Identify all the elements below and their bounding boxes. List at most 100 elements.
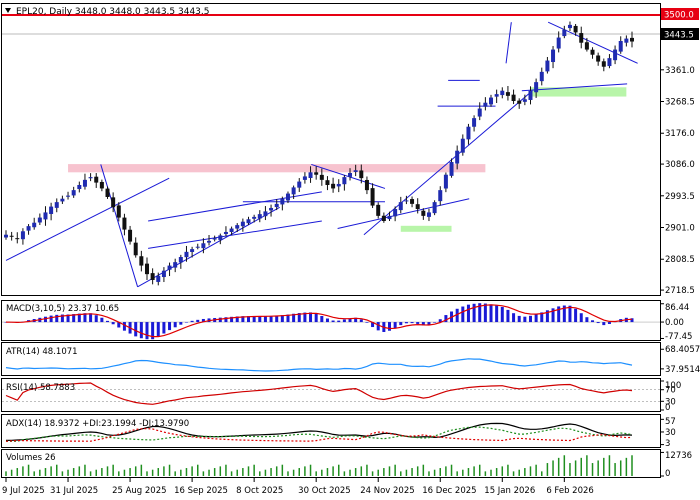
candle — [348, 168, 353, 181]
candle — [596, 52, 601, 66]
macd-bar — [168, 322, 172, 331]
candle — [455, 145, 460, 170]
macd-bar — [286, 314, 290, 323]
macd-bar — [489, 304, 493, 323]
candle — [201, 238, 206, 254]
candles-layer — [4, 21, 634, 286]
macd-bar — [591, 320, 595, 323]
time-tick-label: 24 Nov 2025 — [360, 486, 414, 496]
candle — [584, 37, 589, 52]
candle — [178, 254, 183, 269]
zone-supply-0 — [68, 164, 486, 173]
candle-body — [128, 229, 133, 242]
candle-body — [545, 60, 550, 72]
candle — [252, 214, 257, 223]
macd-signal-line — [5, 304, 633, 338]
candle-body — [331, 183, 336, 189]
plus-di-line — [6, 426, 633, 442]
candle-body — [426, 212, 431, 217]
time-tick-label: 31 Jul 2025 — [50, 486, 98, 496]
macd-bar — [55, 314, 59, 323]
candle — [184, 245, 189, 262]
price-tick-label: 2808.5 — [665, 255, 695, 265]
candle — [161, 267, 166, 283]
atr-plot — [5, 358, 633, 372]
macd-bar — [574, 308, 578, 323]
candle — [359, 164, 364, 184]
candle-body — [195, 246, 200, 248]
candle — [144, 257, 149, 280]
candle-body — [133, 242, 138, 256]
macd-bar — [393, 322, 397, 329]
candle-body — [522, 99, 527, 102]
candle-body — [376, 204, 381, 216]
candle-body — [562, 29, 567, 37]
macd-bar — [269, 316, 273, 323]
macd-bar — [292, 313, 296, 323]
macd-bar — [602, 322, 606, 326]
macd-bar — [66, 314, 70, 323]
indicator-tick-label: -77.45 — [665, 332, 692, 342]
candle-body — [235, 225, 240, 229]
candle — [607, 54, 612, 69]
macd-bar — [196, 319, 200, 323]
macd-bar — [359, 319, 363, 323]
indicator-tick-label: 3 — [665, 439, 670, 449]
zones-layer — [68, 87, 627, 232]
candle-body — [630, 37, 634, 42]
candle-body — [308, 172, 313, 178]
candle-body — [173, 262, 178, 268]
atr-pane-frame — [1, 342, 661, 376]
candle-body — [269, 207, 274, 211]
candle — [477, 102, 482, 121]
candle — [235, 223, 240, 233]
candle — [579, 26, 584, 49]
candle — [240, 218, 245, 232]
macd-bar — [179, 322, 183, 325]
candle-body — [359, 170, 364, 179]
macd-bar — [607, 322, 611, 324]
macd-bar — [258, 316, 262, 323]
time-tick-label: 8 Oct 2025 — [236, 486, 283, 496]
candle-body — [314, 172, 319, 175]
candle-body — [489, 97, 494, 105]
candle — [218, 233, 223, 245]
candle-body — [342, 177, 347, 185]
candle — [173, 258, 178, 273]
candle-body — [404, 200, 409, 202]
candle — [511, 89, 516, 105]
macd-bar — [134, 322, 138, 337]
candle-body — [291, 187, 296, 195]
macd-label: MACD(3,10,5) 23.37 10.65 — [6, 304, 119, 314]
candle — [630, 31, 634, 48]
candle-body — [348, 173, 353, 177]
price-tick-label: 3176.0 — [665, 129, 695, 139]
candle-body — [229, 228, 234, 232]
candle — [116, 202, 121, 222]
candle — [274, 199, 279, 211]
resistance-label-text: 3500.0 — [664, 11, 694, 21]
candle — [528, 86, 533, 105]
indicator-tick-label: 100 — [665, 381, 681, 391]
macd-bar — [156, 322, 160, 337]
macd-bar — [49, 315, 53, 323]
macd-bar — [60, 314, 64, 323]
indicator-tick-label: 12736 — [665, 451, 692, 461]
macd-bar — [472, 303, 476, 323]
candle — [269, 204, 274, 217]
candle — [404, 195, 409, 205]
candle — [415, 198, 420, 214]
candle-body — [280, 198, 285, 205]
candle-body — [207, 240, 212, 243]
candle — [122, 213, 127, 236]
candle — [133, 237, 138, 258]
collapse-triangle-icon[interactable] — [5, 8, 11, 13]
candle-body — [500, 90, 505, 96]
trendline-3 — [148, 220, 322, 249]
candle — [297, 178, 302, 192]
candle-body — [551, 49, 556, 63]
candle — [88, 173, 93, 182]
resistance-label: 3500.0 — [661, 8, 699, 21]
last-price-label-text: 3443.5 — [664, 31, 694, 41]
